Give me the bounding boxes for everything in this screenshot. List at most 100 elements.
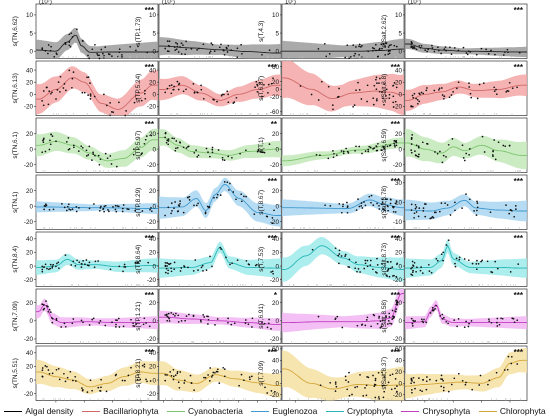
- residual-point: [187, 145, 190, 148]
- residual-point: [48, 90, 51, 93]
- residual-point: [146, 51, 149, 54]
- residual-point: [111, 321, 113, 324]
- residual-point: [457, 81, 460, 84]
- residual-point: [395, 275, 398, 278]
- residual-point: [263, 151, 266, 154]
- residual-point: [480, 260, 482, 263]
- residual-point: [487, 53, 490, 55]
- residual-point: [373, 84, 376, 87]
- residual-point: [126, 208, 129, 210]
- panel-7-2: -2002040s(TP,8.21)***0.00.20.40.60.81.01…: [135, 345, 282, 403]
- confidence-band: [282, 38, 404, 59]
- residual-point: [200, 320, 202, 323]
- residual-point: [452, 91, 454, 93]
- residual-point: [56, 262, 58, 265]
- panel-3-3: -20 0 20 s(T,1) ***: [258, 117, 405, 173]
- residual-point: [220, 43, 222, 46]
- residual-point: [139, 260, 141, 262]
- residual-point: [109, 114, 111, 117]
- residual-point: [44, 365, 47, 367]
- residual-point: [512, 317, 515, 320]
- residual-point: [175, 48, 178, 51]
- residual-point: [430, 271, 433, 274]
- residual-point: [208, 380, 211, 382]
- confidence-band: [159, 361, 281, 398]
- residual-point: [196, 156, 199, 158]
- residual-point: [67, 148, 70, 151]
- residual-point: [332, 150, 334, 152]
- residual-point: [396, 303, 398, 305]
- residual-point: [42, 141, 45, 144]
- y-tick-label: 20: [149, 300, 157, 307]
- residual-point: [507, 355, 510, 358]
- residual-point: [78, 207, 80, 209]
- residual-point: [173, 46, 176, 48]
- residual-point: [69, 370, 72, 373]
- residual-point: [91, 389, 93, 392]
- residual-point: [50, 133, 52, 136]
- residual-point: [171, 137, 174, 140]
- residual-point: [410, 137, 413, 139]
- residual-point: [327, 85, 330, 88]
- residual-point: [371, 47, 374, 49]
- residual-point: [418, 153, 420, 156]
- residual-point: [381, 201, 384, 203]
- residual-point: [410, 143, 413, 145]
- residual-point: [449, 214, 452, 216]
- smooth-curve: [159, 137, 281, 156]
- residual-point: [212, 371, 215, 374]
- residual-point: [329, 381, 332, 384]
- residual-point: [376, 98, 378, 100]
- residual-point: [46, 365, 48, 368]
- residual-point: [419, 269, 422, 272]
- residual-point: [375, 49, 377, 52]
- residual-point: [48, 268, 50, 271]
- residual-point: [381, 385, 384, 387]
- residual-point: [364, 262, 367, 265]
- residual-point: [169, 262, 172, 265]
- residual-point: [49, 139, 51, 142]
- residual-point: [440, 87, 443, 89]
- confidence-band: [405, 299, 527, 330]
- residual-point: [72, 144, 75, 147]
- residual-point: [445, 156, 447, 158]
- residual-point: [211, 146, 214, 149]
- y-tick-label: 20: [272, 188, 280, 195]
- residual-point: [429, 217, 432, 220]
- significance-label: **: [271, 120, 278, 129]
- residual-point: [115, 210, 118, 213]
- residual-point: [422, 92, 425, 95]
- residual-point: [130, 366, 132, 369]
- residual-point: [450, 383, 453, 386]
- residual-point: [84, 263, 86, 266]
- residual-point: [89, 379, 92, 382]
- y-tick-label: 40: [272, 358, 280, 365]
- residual-point: [168, 50, 170, 53]
- residual-point: [353, 104, 356, 106]
- residual-point: [187, 266, 189, 269]
- residual-point: [148, 325, 151, 328]
- residual-point: [98, 210, 101, 212]
- residual-point: [451, 138, 454, 140]
- residual-point: [166, 374, 168, 376]
- residual-point: [124, 114, 127, 117]
- y-tick-label: 40: [26, 236, 34, 243]
- y-tick-label: 40: [395, 67, 403, 74]
- residual-point: [63, 322, 66, 325]
- residual-point: [71, 322, 74, 325]
- residual-point: [236, 259, 239, 261]
- residual-point: [103, 210, 105, 213]
- residual-point: [390, 323, 393, 325]
- y-axis-label: s(Salt,8.58): [381, 300, 388, 333]
- y-tick-label: 0: [152, 48, 156, 55]
- residual-point: [121, 379, 124, 382]
- residual-point: [184, 319, 186, 322]
- residual-point: [197, 202, 199, 205]
- residual-point: [245, 195, 247, 198]
- residual-point: [41, 268, 44, 271]
- residual-point: [244, 322, 247, 324]
- residual-point: [109, 102, 111, 104]
- y-tick-label: 40: [149, 350, 157, 357]
- residual-point: [387, 381, 390, 384]
- residual-point: [55, 265, 57, 268]
